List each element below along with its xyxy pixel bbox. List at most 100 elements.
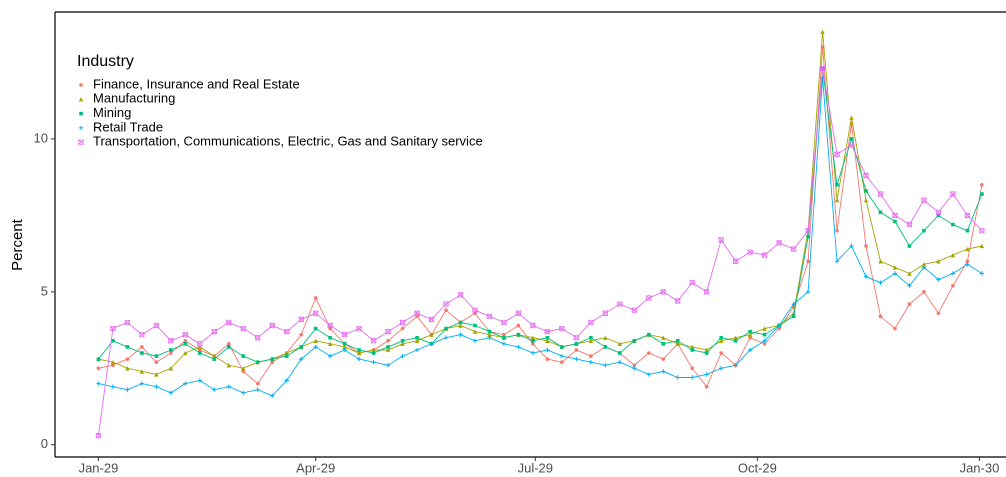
data-point (747, 332, 753, 337)
legend-label: Transportation, Communications, Electric… (93, 134, 483, 149)
marker-shape (675, 341, 680, 347)
data-point (327, 341, 333, 347)
marker-shape (545, 357, 550, 361)
marker-shape (371, 351, 376, 355)
data-point (458, 323, 463, 328)
data-point (140, 345, 144, 349)
marker-shape (139, 332, 145, 338)
marker-shape (182, 332, 188, 338)
data-point (747, 347, 753, 353)
data-point (618, 351, 622, 355)
marker-shape (704, 347, 709, 353)
data-point (704, 384, 709, 389)
marker-shape (516, 323, 521, 328)
legend-label: Retail Trade (93, 119, 163, 134)
marker-shape (111, 338, 115, 343)
marker-shape (140, 345, 144, 349)
data-point (603, 345, 608, 349)
data-point (661, 335, 666, 340)
marker-shape (574, 348, 579, 352)
data-point (226, 342, 231, 346)
marker-shape (516, 344, 521, 350)
data-point (863, 274, 869, 279)
data-point (356, 325, 362, 332)
data-point (487, 329, 492, 334)
data-point (979, 243, 985, 249)
marker-shape (125, 366, 130, 371)
data-point (762, 326, 767, 331)
data-point (834, 259, 840, 264)
marker-shape (747, 249, 753, 255)
data-point (690, 366, 695, 371)
marker-shape (762, 338, 767, 343)
marker-shape (226, 363, 231, 368)
data-point (183, 338, 188, 343)
data-point (168, 390, 174, 395)
data-point (111, 338, 115, 343)
marker-shape (284, 350, 289, 356)
marker-shape (197, 378, 203, 383)
marker-shape (356, 356, 362, 362)
data-point (733, 338, 738, 343)
marker-shape (124, 319, 131, 326)
marker-shape (531, 338, 535, 343)
data-point (951, 222, 955, 227)
data-point (457, 292, 464, 298)
data-point (704, 351, 709, 355)
marker-shape (835, 183, 839, 187)
data-point (385, 363, 391, 368)
marker-shape (791, 301, 796, 307)
data-point (835, 183, 839, 187)
data-point (226, 345, 231, 349)
marker-shape (298, 316, 304, 322)
marker-shape (327, 322, 333, 329)
data-point (849, 137, 854, 141)
data-point (718, 366, 724, 371)
marker-shape (834, 259, 840, 264)
data-point (124, 319, 131, 326)
marker-shape (472, 329, 478, 334)
marker-shape (269, 322, 275, 329)
marker-shape (400, 353, 405, 359)
data-point (502, 332, 506, 337)
data-point (357, 348, 361, 352)
marker-shape (892, 265, 898, 270)
data-point (516, 344, 521, 350)
marker-shape (545, 347, 550, 353)
marker-shape (617, 341, 623, 347)
marker-shape (848, 142, 855, 148)
data-point (560, 360, 564, 364)
marker-shape (733, 363, 738, 368)
legend-label: Mining (93, 105, 131, 120)
data-point (414, 310, 420, 316)
y-tick-label: 0 (41, 436, 48, 451)
data-point (399, 319, 406, 326)
marker-shape (617, 301, 623, 307)
marker-shape (603, 345, 608, 349)
data-point (313, 310, 319, 316)
marker-shape (834, 197, 840, 203)
data-point (892, 265, 898, 270)
data-point (646, 372, 651, 377)
marker-shape (298, 356, 304, 362)
data-point (486, 313, 493, 319)
marker-shape (313, 338, 318, 343)
data-point (980, 183, 984, 187)
marker-shape (502, 335, 506, 340)
data-point (848, 142, 855, 148)
marker-shape (690, 348, 695, 352)
marker-shape (951, 222, 955, 227)
marker-shape (878, 210, 883, 215)
marker-shape (704, 289, 710, 295)
marker-shape (386, 345, 390, 349)
data-point (588, 359, 594, 365)
marker-shape (327, 341, 333, 347)
marker-shape (125, 387, 130, 392)
data-point (501, 341, 507, 347)
marker-shape (863, 197, 869, 203)
data-point (110, 359, 116, 365)
data-point (762, 338, 767, 343)
data-point (110, 384, 116, 389)
data-point (588, 319, 594, 326)
marker-shape (110, 384, 116, 389)
